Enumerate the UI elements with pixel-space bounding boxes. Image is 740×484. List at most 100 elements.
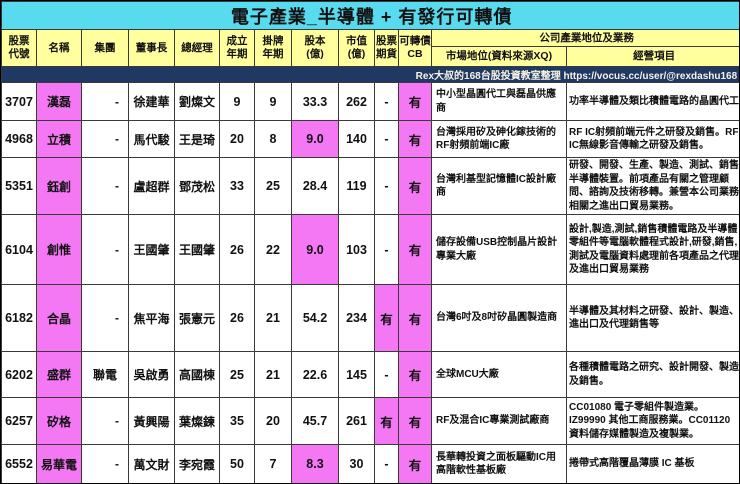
- cell-group: -: [81, 82, 129, 121]
- cell-listed-years: 20: [254, 397, 292, 445]
- cell-chairman: 黃興陽: [128, 397, 175, 445]
- cell-stock-code: 6257: [1, 397, 37, 445]
- header-founded-years: 成立 年期: [219, 29, 255, 67]
- cell-business-items: 半導體及其材料之研發、設計、製造、進出口及代理銷售等: [565, 284, 739, 352]
- attribution-text: Rex大叔的168台股投資教室整理 https://vocus.cc/user/…: [1, 66, 739, 83]
- header-business-items: 經營項目: [565, 46, 739, 67]
- cell-business-items: 研發、開發、生產、製造、測試、銷售半導體裝置。前項產品有關之管理顧問、諮詢及技術…: [565, 157, 739, 215]
- cell-business-items: RF IC射頻前端元件之研發及銷售。RF IC無線影音傳輸之研發及銷售。: [565, 120, 739, 158]
- cell-listed-years: 21: [254, 284, 292, 352]
- cell-market-position: 台灣利基型記憶體IC設計廠商: [431, 157, 567, 215]
- cell-stock-code: 6182: [1, 284, 37, 352]
- header-stock-code: 股票 代號: [1, 29, 37, 67]
- cell-market-position: 全球MCU大廠: [431, 351, 567, 398]
- cell-convertible-bond: 有: [398, 397, 432, 445]
- cell-stock-futures: -: [374, 214, 399, 285]
- cell-convertible-bond: 有: [398, 351, 432, 398]
- cell-founded-years: 25: [219, 351, 255, 398]
- cell-listed-years: 9: [254, 82, 292, 121]
- page-title: 電子產業_半導體 + 有發行可轉債: [1, 1, 739, 30]
- header-market-position: 市場地位(資料來源XQ): [431, 46, 567, 67]
- cell-group: -: [81, 397, 129, 445]
- cell-business-items: CC01080 電子零組件製造業。IZ99990 其他工商服務業。CC01120…: [565, 397, 739, 445]
- cell-market-position: 長華轉投資之面板驅動IC用高階軟性基板廠: [431, 444, 567, 483]
- cell-convertible-bond: 有: [398, 157, 432, 215]
- cell-gm: 王國肇: [174, 214, 220, 285]
- header-chairman: 董事長: [128, 29, 175, 67]
- cell-market-position: 中小型晶圓代工與磊晶供應商: [431, 82, 567, 121]
- cell-stock-code: 6552: [1, 444, 37, 483]
- cell-convertible-bond: 有: [398, 82, 432, 121]
- table-row: 6257 矽格 - 黃興陽 葉燦鍊 35 20 45.7 261 有 有 RF及…: [1, 397, 739, 445]
- cell-convertible-bond: 有: [398, 284, 432, 352]
- cell-capital: 28.4: [291, 157, 339, 215]
- table-row: 6552 易華電 - 萬文財 李宛霞 50 7 8.3 30 - 有 長華轉投資…: [1, 444, 739, 483]
- cell-listed-years: 7: [254, 444, 292, 483]
- cell-group: -: [81, 157, 129, 215]
- cell-listed-years: 8: [254, 120, 292, 158]
- cell-company-name: 立積: [36, 120, 82, 158]
- table-row: 6202 盛群 聯電 吳啟勇 高國棟 25 21 22.6 145 - 有 全球…: [1, 351, 739, 398]
- cell-founded-years: 9: [219, 82, 255, 121]
- cell-chairman: 萬文財: [128, 444, 175, 483]
- cell-gm: 王是琦: [174, 120, 220, 158]
- cell-market-position: 台灣6吋及8吋矽晶圓製造商: [431, 284, 567, 352]
- header-listed-years: 掛牌 年期: [254, 29, 292, 67]
- cell-business-items: 各種積體電路之研究、設計開發、製造及銷售。: [565, 351, 739, 398]
- table-row: 6182 合晶 - 焦平海 張憲元 26 21 54.2 234 有 有 台灣6…: [1, 284, 739, 352]
- title-row: 電子產業_半導體 + 有發行可轉債: [1, 1, 739, 30]
- table-row: 6104 創惟 - 王國肇 王國肇 26 22 9.0 103 - 有 儲存設備…: [1, 214, 739, 285]
- cell-stock-code: 4968: [1, 120, 37, 158]
- cell-founded-years: 33: [219, 157, 255, 215]
- cell-gm: 鄧茂松: [174, 157, 220, 215]
- cell-founded-years: 26: [219, 284, 255, 352]
- cell-gm: 李宛霞: [174, 444, 220, 483]
- cell-gm: 劉燦文: [174, 82, 220, 121]
- cell-chairman: 盧超群: [128, 157, 175, 215]
- cell-stock-code: 6202: [1, 351, 37, 398]
- cell-market-cap: 30: [338, 444, 375, 483]
- cell-founded-years: 26: [219, 214, 255, 285]
- cell-chairman: 王國肇: [128, 214, 175, 285]
- cell-convertible-bond: 有: [398, 214, 432, 285]
- cell-stock-futures: 有: [374, 284, 399, 352]
- cell-chairman: 焦平海: [128, 284, 175, 352]
- cell-stock-futures: -: [374, 82, 399, 121]
- cell-chairman: 徐建華: [128, 82, 175, 121]
- cell-stock-futures: -: [374, 351, 399, 398]
- cell-company-name: 矽格: [36, 397, 82, 445]
- cell-capital: 9.0: [291, 214, 339, 285]
- cell-business-items: 功率半導體及類比積體電路的晶圓代工: [565, 82, 739, 121]
- cell-group: 聯電: [81, 351, 129, 398]
- cell-capital: 33.3: [291, 82, 339, 121]
- cell-gm: 高國棟: [174, 351, 220, 398]
- cell-market-cap: 145: [338, 351, 375, 398]
- cell-company-name: 合晶: [36, 284, 82, 352]
- cell-market-cap: 119: [338, 157, 375, 215]
- cell-business-items: 捲帶式高階覆晶薄膜 IC 基板: [565, 444, 739, 483]
- cell-group: -: [81, 120, 129, 158]
- header-stock-futures: 股票 期貨: [374, 29, 399, 67]
- header-market-cap: 市值 (億): [338, 29, 375, 67]
- cell-stock-futures: -: [374, 444, 399, 483]
- cell-founded-years: 35: [219, 397, 255, 445]
- header-industry-position: 公司產業地位及業務: [430, 29, 739, 47]
- header-gm: 總經理: [174, 29, 220, 67]
- header-group: 集團: [81, 29, 129, 67]
- cell-chairman: 吳啟勇: [128, 351, 175, 398]
- cell-business-items: 設計,製造,測試,銷售積體電路及半導體零組件等電腦軟體程式設計,研發,銷售,測試…: [565, 214, 739, 285]
- cell-market-cap: 262: [338, 82, 375, 121]
- table-row: 5351 鈺創 - 盧超群 鄧茂松 33 25 28.4 119 - 有 台灣利…: [1, 157, 739, 215]
- cell-stock-code: 5351: [1, 157, 37, 215]
- cell-chairman: 馬代駿: [128, 120, 175, 158]
- cell-group: -: [81, 284, 129, 352]
- header-convertible-bond: 可轉債 CB: [398, 29, 432, 67]
- cell-stock-futures: 有: [374, 397, 399, 445]
- cell-company-name: 易華電: [36, 444, 82, 483]
- table-row: 3707 漢磊 - 徐建華 劉燦文 9 9 33.3 262 - 有 中小型晶圓…: [1, 82, 739, 121]
- cell-company-name: 盛群: [36, 351, 82, 398]
- cell-market-cap: 261: [338, 397, 375, 445]
- cell-stock-code: 3707: [1, 82, 37, 121]
